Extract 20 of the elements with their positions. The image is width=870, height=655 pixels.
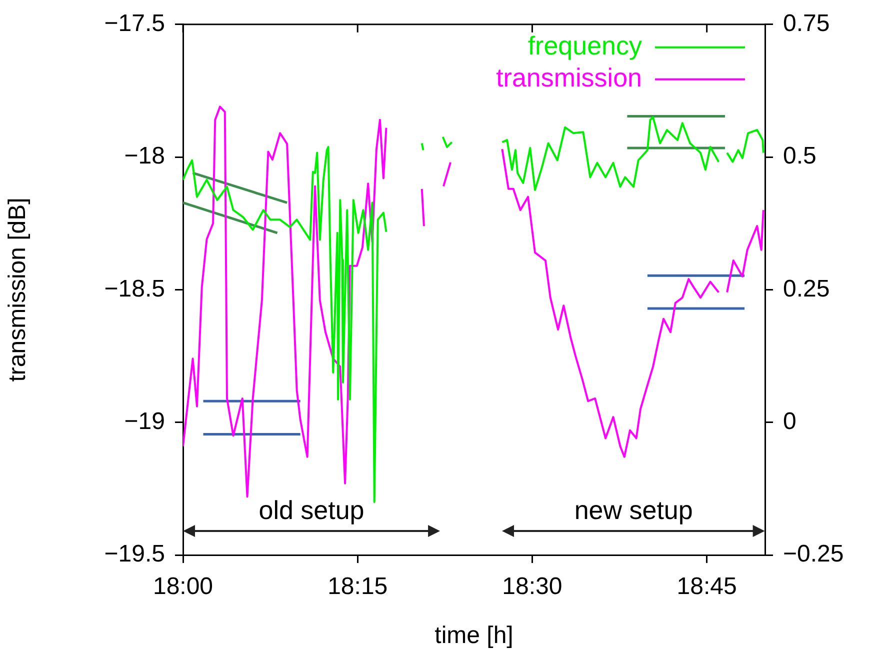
y2-tick-label: 0.25 (783, 275, 830, 302)
y-tick-label: −19 (124, 408, 165, 435)
y2-tick-label: −0.25 (783, 540, 844, 568)
y-tick-label: −18 (124, 142, 165, 170)
annotation: new setup (574, 495, 693, 525)
y-tick-label: −17.5 (104, 10, 165, 38)
y-tick-label: −18.5 (104, 275, 165, 302)
y2-tick-label: 0.5 (783, 142, 816, 170)
x-tick-label: 18:30 (502, 573, 562, 600)
y2-tick-label: 0.75 (783, 10, 830, 38)
x-axis-title: time [h] (434, 622, 514, 650)
y2-tick-label: 0 (783, 408, 796, 435)
x-tick-label: 18:00 (152, 573, 214, 600)
y-axis-title: transmission [dB] (4, 198, 32, 382)
x-tick-label: 18:15 (328, 573, 388, 600)
annotation: old setup (258, 495, 364, 525)
y-tick-label: −19.5 (104, 540, 165, 568)
legend-label: frequency (528, 30, 642, 61)
x-tick-label: 18:45 (676, 573, 737, 600)
legend-label: transmission (496, 62, 642, 93)
